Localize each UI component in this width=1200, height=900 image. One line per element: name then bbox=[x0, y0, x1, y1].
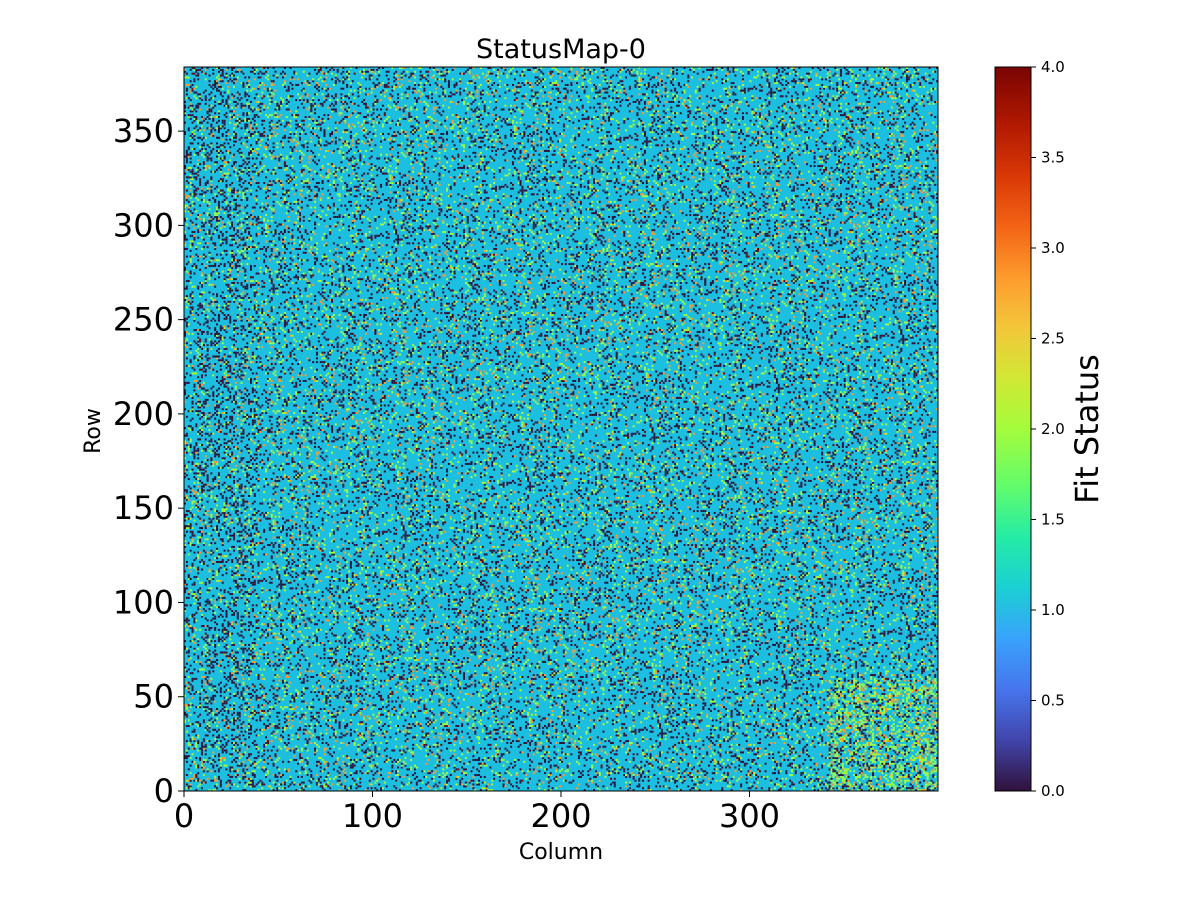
heatmap-canvas-wrap bbox=[184, 67, 938, 791]
y-tick-label: 0 bbox=[154, 772, 174, 810]
colorbar-tick-label: 1.0 bbox=[1041, 601, 1065, 619]
y-tick-label: 50 bbox=[133, 678, 174, 716]
x-axis-ticks: 0 100 200 300 bbox=[174, 791, 780, 835]
colorbar-label: Fit Status bbox=[1068, 354, 1106, 504]
colorbar-tick-label: 3.0 bbox=[1041, 239, 1065, 257]
colorbar-gradient bbox=[994, 66, 1032, 792]
colorbar-tick-label: 3.5 bbox=[1041, 149, 1065, 167]
y-tick-label: 300 bbox=[113, 206, 174, 244]
heatmap-cells bbox=[184, 67, 938, 791]
x-tick-label: 200 bbox=[530, 797, 591, 835]
chart-title: StatusMap-0 bbox=[476, 34, 646, 65]
heatmap-plot-area bbox=[183, 66, 939, 792]
y-tick-label: 250 bbox=[113, 301, 174, 339]
colorbar-tick-label: 4.0 bbox=[1041, 58, 1065, 76]
y-tick-label: 200 bbox=[113, 395, 174, 433]
y-tick-label: 350 bbox=[113, 112, 174, 150]
x-tick-label: 100 bbox=[342, 797, 403, 835]
colorbar: 0.0 0.5 1.0 1.5 2.0 2.5 3.0 3.5 4.0 Fit Status bbox=[994, 58, 1106, 800]
colorbar-ticks: 0.0 0.5 1.0 1.5 2.0 2.5 3.0 3.5 4.0 bbox=[1031, 58, 1065, 800]
colorbar-tick-label: 2.0 bbox=[1041, 420, 1065, 438]
x-tick-label: 300 bbox=[719, 797, 780, 835]
colorbar-tick-label: 0.0 bbox=[1041, 782, 1065, 800]
y-tick-label: 150 bbox=[113, 489, 174, 527]
colorbar-tick-label: 1.5 bbox=[1041, 511, 1065, 529]
colorbar-tick-label: 0.5 bbox=[1041, 692, 1065, 710]
x-tick-label: 0 bbox=[174, 797, 194, 835]
y-tick-label: 100 bbox=[113, 583, 174, 621]
colorbar-tick-label: 2.5 bbox=[1041, 330, 1065, 348]
y-axis-ticks: 0 50 100 150 200 250 300 350 bbox=[113, 112, 184, 810]
x-axis-label: Column bbox=[519, 840, 603, 865]
y-axis-label: Row bbox=[81, 408, 106, 454]
